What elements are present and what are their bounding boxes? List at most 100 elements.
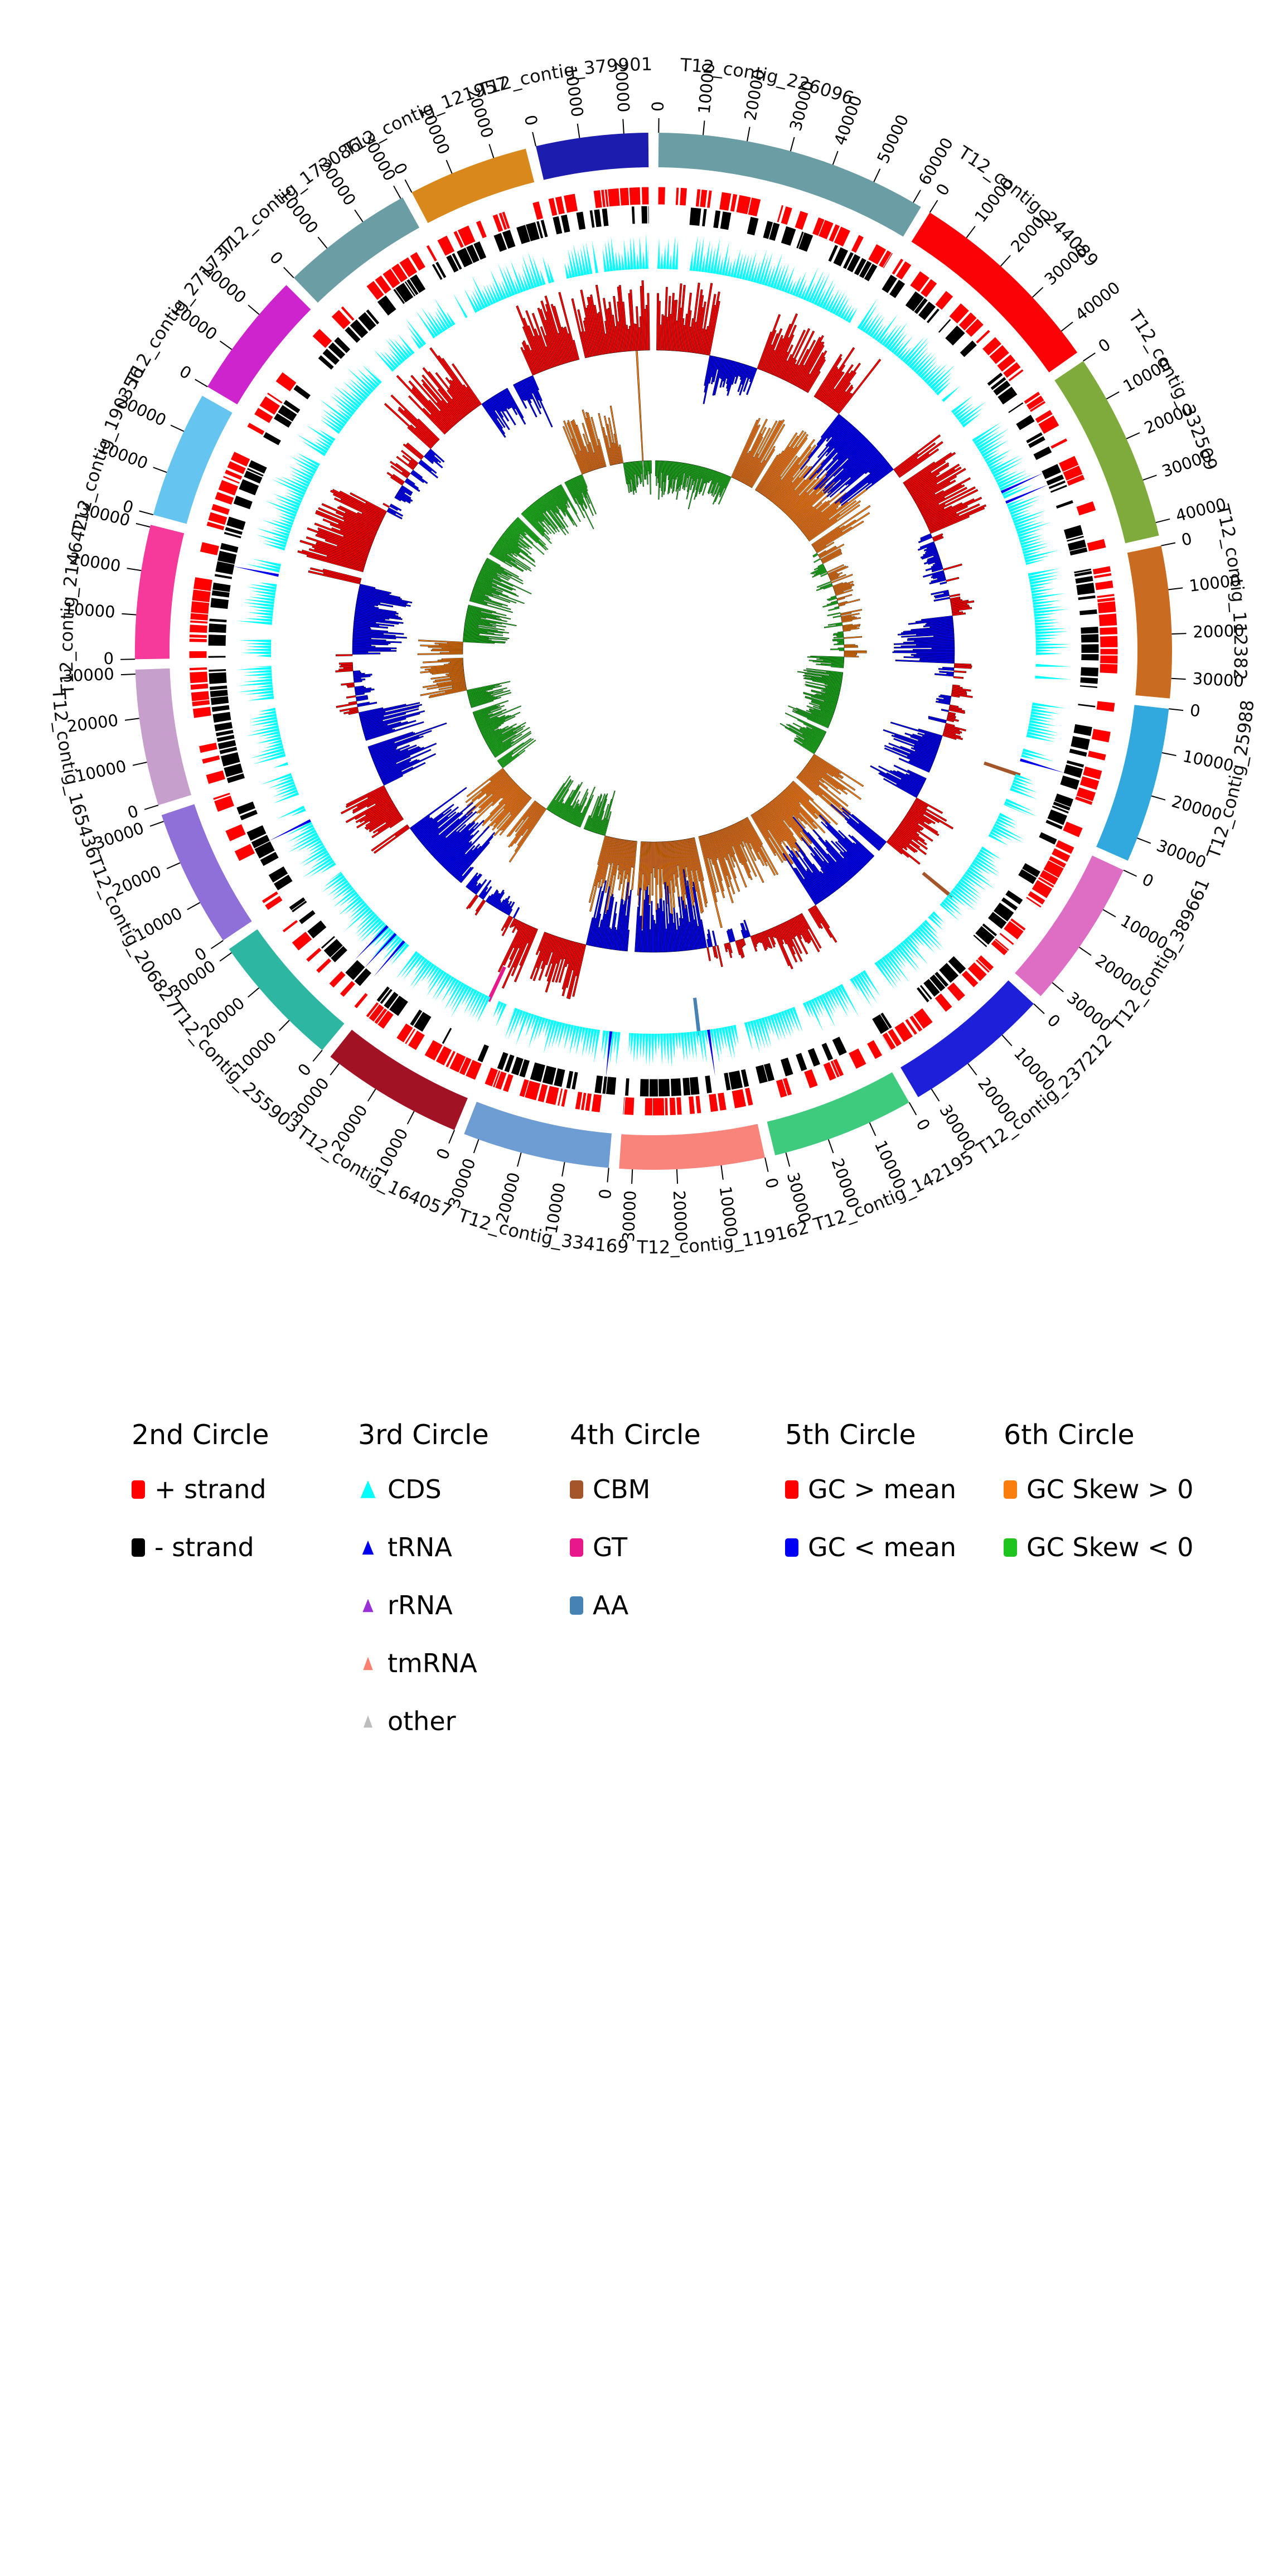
plus-strand-block	[675, 187, 680, 206]
gc-below-mean-bar	[731, 362, 740, 385]
gc-above-mean-bar	[805, 359, 826, 393]
position-tick	[473, 1139, 480, 1154]
gc-skew-positive-bar	[420, 667, 464, 674]
position-tick	[211, 940, 224, 950]
gc-skew-positive-bar	[506, 800, 536, 837]
gc-skew-positive-bar	[835, 587, 852, 594]
position-tick	[1151, 795, 1166, 801]
cds-triangle	[244, 670, 272, 673]
cbm-mark	[984, 761, 1021, 777]
gc-skew-negative-bar	[498, 738, 534, 764]
gc-above-mean-bar	[951, 600, 975, 606]
gc-below-mean-bar	[815, 437, 868, 490]
gc-skew-positive-bar	[631, 841, 637, 890]
gc-skew-negative-bar	[517, 517, 546, 546]
minus-strand-block	[670, 1077, 682, 1097]
gc-skew-negative-bar	[675, 462, 681, 492]
gc-skew-negative-bar	[521, 512, 552, 544]
gc-skew-positive-bar	[508, 804, 541, 848]
gc-skew-positive-bar	[582, 423, 598, 470]
gc-below-mean-bar	[927, 559, 941, 565]
minus-strand-block	[233, 495, 254, 510]
gc-skew-positive-bar	[777, 795, 806, 829]
gc-above-mean-bar	[917, 477, 971, 508]
gc-skew-negative-bar	[816, 658, 844, 661]
gc-below-mean-bar	[921, 552, 939, 560]
cds-triangle	[1035, 640, 1052, 643]
gc-skew-positive-bar	[444, 662, 464, 666]
gc-above-mean-bar	[336, 654, 353, 657]
gc-skew-negative-bar	[472, 589, 511, 603]
gc-above-mean-bar	[905, 460, 946, 488]
tick-label: 0	[1095, 335, 1114, 356]
gc-skew-negative-bar	[496, 541, 518, 558]
gc-skew-negative-bar	[803, 669, 843, 676]
position-tick	[1155, 518, 1170, 524]
gc-above-mean-bar	[820, 364, 846, 402]
legend-item-label: tRNA	[388, 1532, 452, 1562]
minus-strand-block	[1015, 414, 1036, 431]
gc-above-mean-bar	[830, 382, 851, 409]
gc-below-mean-bar	[897, 630, 955, 636]
gc-skew-negative-bar	[839, 649, 845, 651]
gc-skew-positive-bar	[604, 838, 617, 893]
gc-skew-negative-bar	[803, 675, 842, 683]
plus-strand-block	[188, 633, 208, 639]
gc-skew-positive-bar	[433, 677, 465, 683]
gc-above-mean-bar	[766, 335, 783, 373]
gc-below-mean-bar	[739, 365, 751, 396]
position-tick	[703, 120, 705, 135]
gc-above-mean-bar	[474, 900, 486, 916]
gc-skew-negative-bar	[523, 511, 550, 540]
gc-skew-positive-bar	[515, 802, 539, 832]
gc-skew-negative-bar	[474, 582, 502, 594]
gc-skew-negative-bar	[803, 693, 837, 704]
position-tick	[124, 718, 139, 721]
gc-skew-negative-bar	[690, 465, 697, 491]
position-tick	[127, 568, 142, 572]
cds-triangle	[453, 293, 468, 318]
cds-triangle	[434, 298, 453, 327]
gc-skew-positive-bar	[493, 791, 526, 827]
cds-triangle	[273, 762, 288, 768]
gc-skew-negative-bar	[561, 782, 583, 820]
gc-skew-positive-bar	[815, 520, 864, 552]
gc-above-mean-bar	[816, 366, 839, 399]
gc-skew-positive-bar	[811, 505, 871, 546]
gc-skew-negative-bar	[667, 461, 672, 495]
gc-skew-negative-bar	[476, 709, 507, 722]
gc-below-mean-bar	[925, 564, 943, 572]
cds-triangle	[1035, 643, 1071, 646]
gc-below-mean-bar	[923, 558, 941, 565]
gc-skew-negative-bar	[514, 520, 547, 551]
gc-skew-negative-bar	[641, 461, 645, 487]
cds-triangle	[258, 708, 276, 712]
gc-above-mean-bar	[795, 335, 824, 387]
gc-skew-negative-bar	[560, 484, 578, 514]
position-tick	[1000, 255, 1011, 267]
minus-strand-block	[959, 340, 978, 358]
cds-triangle	[663, 244, 666, 269]
gc-skew-negative-bar	[476, 578, 519, 597]
gc-skew-negative-bar	[501, 739, 536, 767]
gc-skew-positive-bar	[517, 807, 545, 846]
gc-skew-negative-bar	[668, 461, 673, 493]
contig-band	[1096, 705, 1169, 861]
gc-skew-negative-bar	[532, 502, 557, 533]
gc-skew-positive-bar	[420, 664, 464, 669]
tick-label: 0	[932, 180, 954, 199]
gc-skew-positive-bar	[441, 657, 463, 660]
gc-below-mean-bar	[931, 567, 943, 573]
cds-triangle	[819, 995, 836, 1028]
tick-label: 0	[176, 361, 195, 383]
gc-skew-positive-bar	[598, 413, 612, 466]
gc-skew-negative-bar	[812, 705, 834, 714]
cds-triangle	[657, 238, 660, 269]
gc-skew-negative-bar	[497, 738, 532, 763]
position-tick	[195, 379, 208, 388]
legend-item-label: CBM	[593, 1474, 651, 1504]
gc-skew-negative-bar	[485, 560, 523, 582]
minus-strand-block	[689, 1076, 700, 1096]
legend-item-label: GC < mean	[808, 1532, 957, 1562]
cds-triangle	[640, 1033, 643, 1059]
